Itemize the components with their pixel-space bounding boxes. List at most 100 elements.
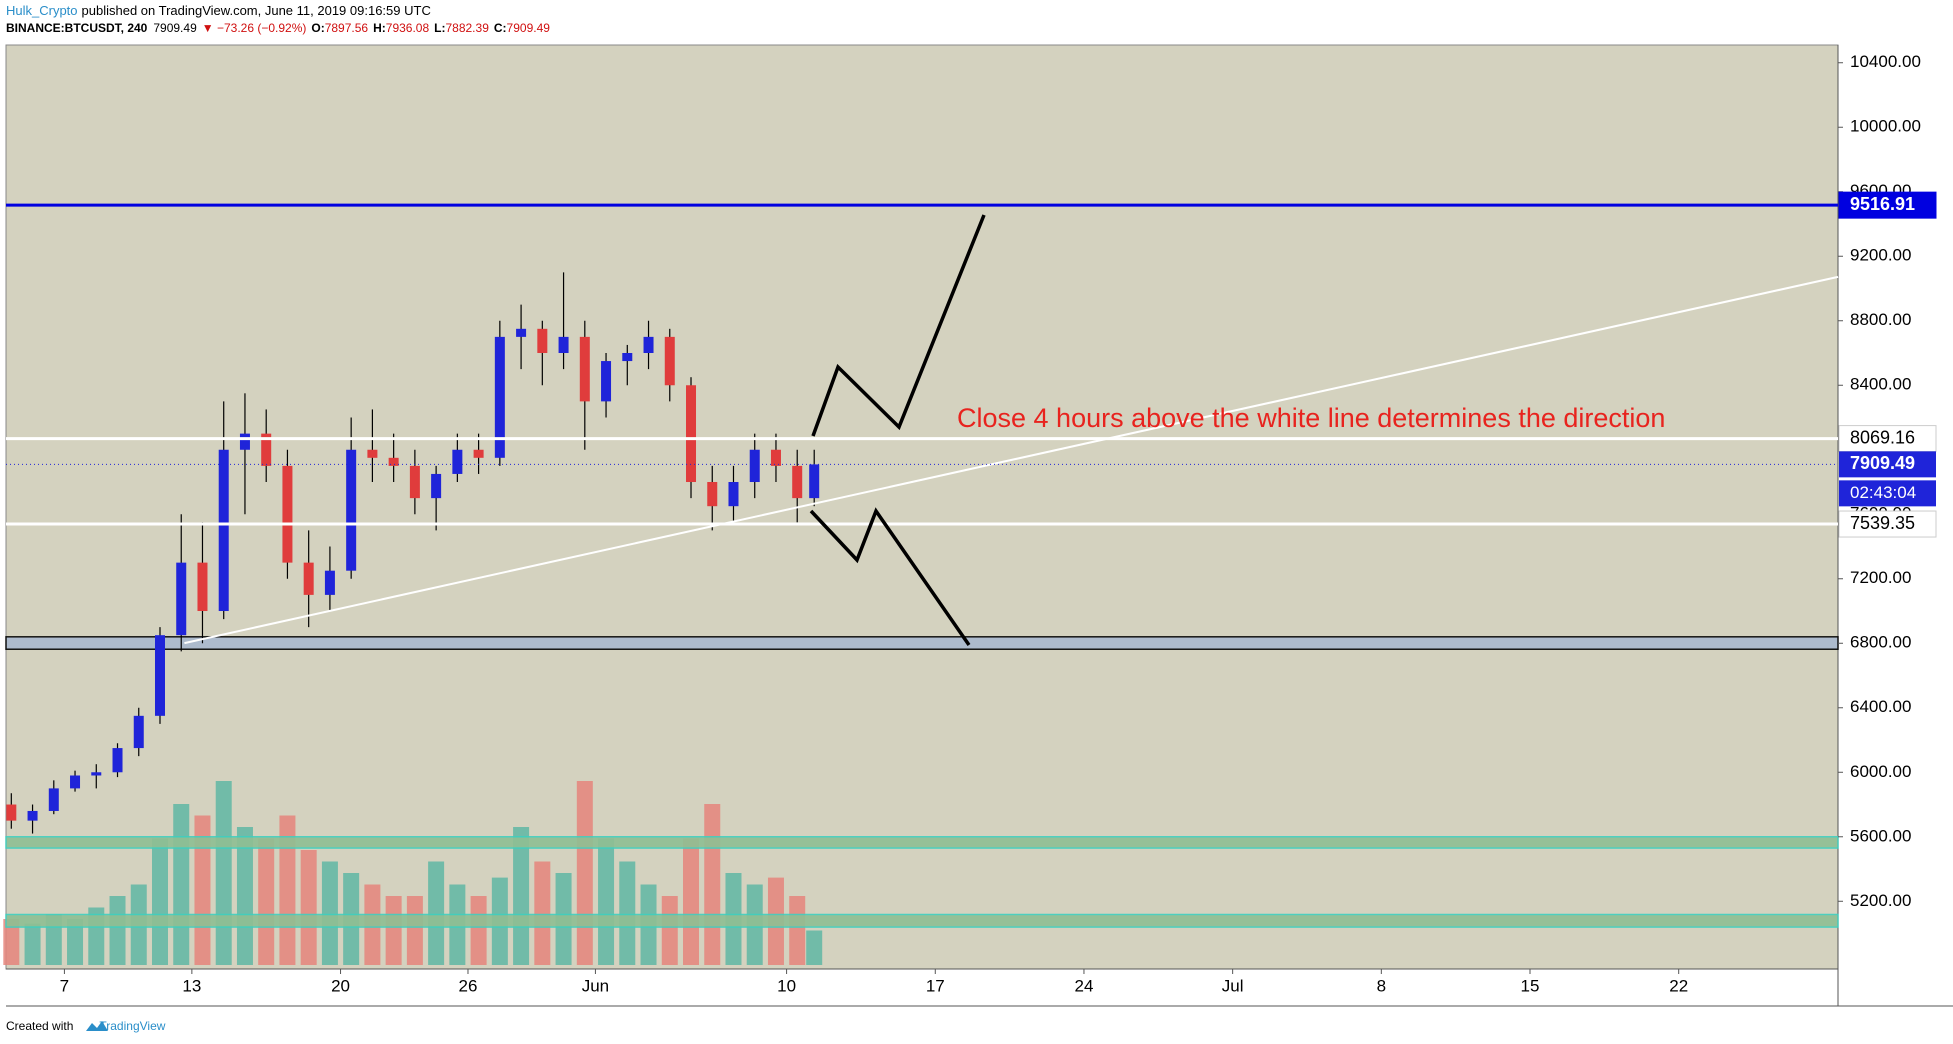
x-tick-label: 20 (331, 976, 350, 995)
price-label: 7909.49 (1850, 453, 1915, 473)
brand-logo (86, 1021, 108, 1031)
price-label-box (1839, 451, 1936, 478)
y-tick-label: 5200.00 (1850, 891, 1911, 910)
volume-bar (321, 861, 338, 965)
x-tick-label: 24 (1074, 976, 1093, 995)
ohlc-value: 7882.39 (445, 21, 489, 35)
volume-bar (109, 896, 126, 965)
header-line: Hulk_Crypto published on TradingView.com,… (6, 3, 431, 18)
x-tick-label: 13 (182, 976, 201, 995)
candle-body (516, 328, 527, 337)
zone (5, 636, 1839, 650)
volume-bar (215, 781, 232, 965)
y-tick-label: 7200.00 (1850, 568, 1911, 587)
candle-body (324, 570, 335, 595)
volume-bar (683, 838, 700, 965)
ohlc-value: 7936.08 (386, 21, 430, 35)
y-tick-label: 6400.00 (1850, 697, 1911, 716)
x-tick-label: Jun (582, 976, 609, 995)
x-tick-label: Jul (1222, 976, 1244, 995)
y-tick-label: 6000.00 (1850, 762, 1911, 781)
candle-body (409, 465, 420, 499)
drawn-path-up (811, 214, 986, 437)
ohlc-value: 7909.49 (507, 21, 551, 35)
volume-bar (576, 781, 593, 965)
level-label: 9516.91 (1850, 194, 1915, 214)
ohlc-label: O: (311, 21, 324, 35)
volume-bar (151, 838, 168, 965)
candle-body (261, 433, 272, 466)
volume-bar (67, 919, 84, 965)
candle-body (346, 449, 357, 571)
candle-body (452, 449, 463, 474)
volume-bar (619, 861, 636, 965)
drawn-path-down (809, 507, 971, 646)
ohlc-label: H: (373, 21, 386, 35)
volume-bar (806, 930, 823, 965)
annotation: Close 4 hours above the white line deter… (957, 403, 1665, 433)
candle-body (367, 449, 378, 458)
zone (5, 913, 1839, 928)
plot-area (5, 44, 1839, 970)
change: ▼ −73.26 (−0.92%) (202, 21, 307, 35)
x-tick-label: 17 (926, 976, 945, 995)
y-tick-label: 8800.00 (1850, 310, 1911, 329)
marks (3, 203, 1839, 965)
volume-bar (428, 861, 445, 965)
axis-labels: 10400.0010000.009600.009200.008800.00840… (60, 52, 1937, 995)
candle-body (91, 772, 102, 776)
volume-bar (24, 923, 41, 965)
y-tick-label: 10400.00 (1850, 52, 1921, 71)
footer: Created with TradingView (6, 1019, 166, 1033)
x-tick-label: 8 (1377, 976, 1386, 995)
symbol: BINANCE:BTCUSDT, 240 (6, 21, 148, 35)
volume-bar (385, 896, 402, 965)
brand[interactable]: TradingView (99, 1019, 165, 1033)
candle-body (218, 449, 229, 612)
last-price: 7909.49 (153, 21, 197, 35)
candle-body (112, 748, 123, 773)
candle-body (601, 361, 612, 402)
level-label-box (1838, 191, 1937, 219)
volume-bar (470, 896, 487, 965)
volume-bar (789, 896, 806, 965)
ohlc: O:7897.56 H:7936.08 L:7882.39 C:7909.49 (311, 21, 550, 35)
y-tick-label: 9200.00 (1850, 246, 1911, 265)
candle-body (27, 810, 38, 821)
volume-bar (300, 850, 317, 965)
candle-body (48, 788, 59, 811)
ohlc-label: L: (434, 21, 445, 35)
candle-body (809, 464, 820, 499)
published: published on TradingView.com, June 11, 2… (82, 3, 431, 18)
volume-bar (534, 861, 551, 965)
candle-body (388, 457, 399, 466)
candle-body (239, 433, 250, 450)
y-tick-label: 10000.00 (1850, 117, 1921, 136)
ohlc-value: 7897.56 (325, 21, 369, 35)
volume-bar (661, 896, 678, 965)
y-tick-label: 5600.00 (1850, 826, 1911, 845)
candle-body (792, 465, 803, 499)
candle-body (749, 449, 760, 483)
volume-bar (513, 827, 530, 965)
author[interactable]: Hulk_Crypto (6, 3, 78, 18)
created-with: Created with (6, 1019, 73, 1033)
candle-body (176, 562, 187, 636)
candle-body (431, 473, 442, 499)
countdown-box (1839, 480, 1936, 507)
y-tick-label: 6800.00 (1850, 633, 1911, 652)
x-tick-label: 15 (1521, 976, 1540, 995)
candle-body (6, 804, 17, 821)
symbol-line: BINANCE:BTCUSDT, 240 7909.49 ▼ −73.26 (−0.… (6, 21, 550, 35)
candle-body (664, 336, 675, 386)
x-tick-label: 26 (459, 976, 478, 995)
candle-body (473, 449, 484, 458)
candle-body (728, 482, 739, 507)
candle-body (197, 562, 208, 612)
candle-body (558, 336, 569, 353)
candle-body (537, 328, 548, 353)
x-tick-label: 10 (777, 976, 796, 995)
level-label: 7539.35 (1850, 513, 1915, 533)
candle-body (707, 482, 718, 507)
